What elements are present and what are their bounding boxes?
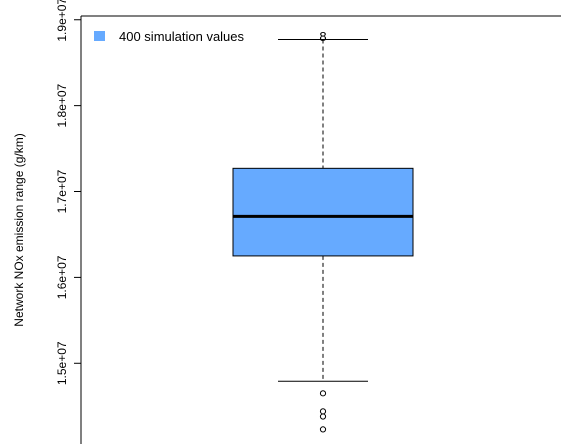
y-tick-label: 1.7e+07 (55, 169, 69, 213)
y-axis-title: Network NOx emission range (g/km) (12, 133, 26, 326)
outlier-point (319, 426, 327, 433)
outlier-point (319, 408, 327, 415)
y-tick-label: 1.8e+07 (55, 83, 69, 127)
legend-swatch (94, 31, 105, 41)
legend-label: 400 simulation values (119, 29, 245, 44)
outlier-point (319, 413, 327, 420)
iqr-box (232, 167, 414, 257)
outlier-point (319, 390, 327, 397)
y-axis-ticks: 1.5e+07 1.6e+07 1.7e+07 1.8e+07 1.9e+07 (55, 0, 81, 385)
outlier-points (319, 390, 327, 433)
y-tick-label: 1.6e+07 (55, 255, 69, 299)
y-tick-label: 1.9e+07 (55, 0, 69, 42)
y-tick-label: 1.5e+07 (55, 341, 69, 385)
top-count-label: 8 (319, 29, 326, 44)
